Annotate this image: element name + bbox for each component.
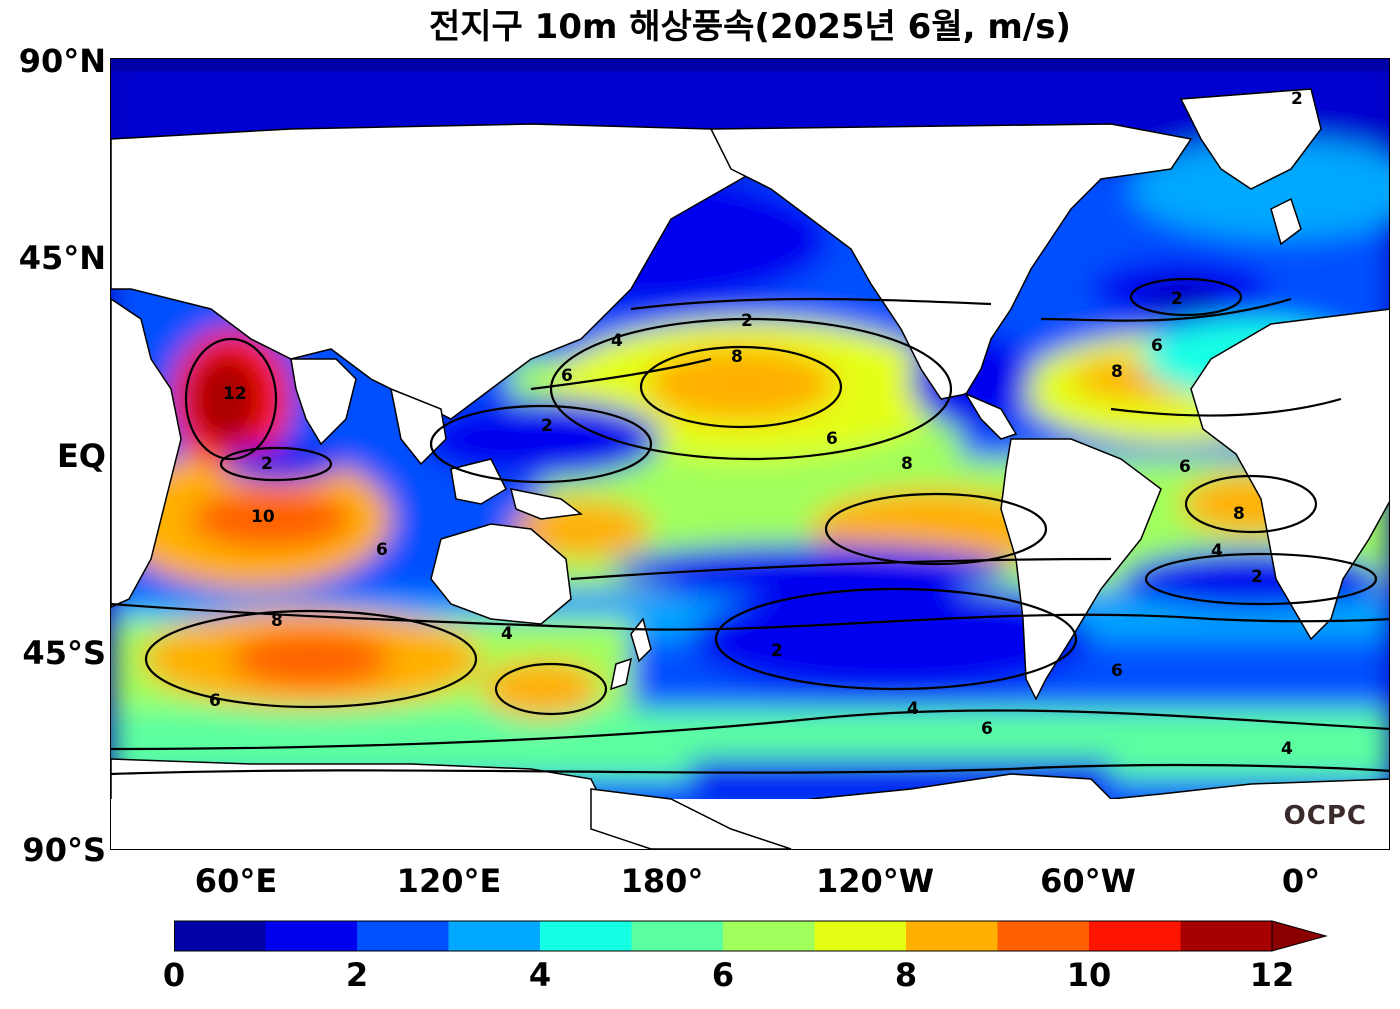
colorbar-border (174, 920, 1273, 952)
contour-label-10: 10 (251, 507, 275, 527)
colorbar-tick-4: 4 (528, 956, 552, 994)
map-canvas: 8 6 2 4 8 6 8 6 2 4 8 6 2 2 2 10 12 6 8 … (111, 59, 1389, 849)
contour-value-labels: 8 6 2 4 8 6 8 6 2 4 8 6 2 2 2 10 12 6 8 … (209, 89, 1303, 759)
colorbar-swatch (906, 921, 998, 951)
colorbar-tick-6: 6 (711, 956, 735, 994)
colorbar-swatch (1180, 921, 1273, 951)
contour-label-8: 8 (731, 347, 743, 367)
contour-label-2: 2 (1171, 289, 1183, 309)
lat-label-eq: EQ (56, 437, 106, 475)
contour-label-8: 8 (1111, 362, 1123, 382)
colorbar-swatch (540, 921, 632, 951)
colorbar-tick-2: 2 (345, 956, 369, 994)
colorbar-swatch (448, 921, 541, 951)
lon-label-180: 180° (620, 862, 704, 900)
contour-label-2: 2 (1251, 567, 1263, 587)
colorbar-swatch (814, 921, 907, 951)
lon-label-0: 0° (1281, 862, 1321, 900)
colorbar-swatch (357, 921, 449, 951)
contour-label-8: 8 (271, 611, 283, 631)
contour-label-6: 6 (561, 366, 573, 386)
contour-label-6: 6 (1151, 336, 1163, 356)
contour-label-4: 4 (907, 699, 919, 719)
colorbar-swatch (265, 921, 358, 951)
contour-label-8: 8 (901, 454, 913, 474)
colorbar-extend-arrow (1271, 920, 1328, 952)
land-masses (111, 88, 1389, 849)
colorbar-swatch (174, 921, 266, 951)
contour-label-8: 8 (1233, 504, 1245, 524)
lat-label-45s: 45°S (22, 634, 106, 672)
colorbar-swatches (174, 920, 1328, 952)
contour-label-4: 4 (1281, 739, 1293, 759)
lat-label-45n: 45°N (18, 239, 106, 277)
contour-label-6: 6 (1111, 661, 1123, 681)
lon-label-60w: 60°W (1040, 862, 1136, 900)
contour-label-2: 2 (1291, 89, 1303, 109)
contour-label-12: 12 (223, 384, 247, 404)
colorbar (174, 920, 1328, 952)
lon-label-120w: 120°W (815, 862, 935, 900)
colorbar-swatch (631, 921, 724, 951)
ocpc-watermark: OCPC (1283, 801, 1367, 831)
contour-label-4: 4 (1211, 541, 1223, 561)
colorbar-swatch (1089, 921, 1181, 951)
contour-label-6: 6 (981, 719, 993, 739)
contour-lines (111, 277, 1389, 776)
contour-label-6: 6 (376, 540, 388, 560)
contour-label-6: 6 (826, 429, 838, 449)
contour-label-4: 4 (501, 624, 513, 644)
contour-label-2: 2 (261, 454, 273, 474)
colorbar-tick-8: 8 (894, 956, 918, 994)
wind-speed-map: 8 6 2 4 8 6 8 6 2 4 8 6 2 2 2 10 12 6 8 … (110, 58, 1390, 850)
colorbar-tick-10: 10 (1066, 956, 1112, 994)
colorbar-tick-12: 12 (1249, 956, 1295, 994)
lat-label-90s: 90°S (22, 831, 106, 869)
lat-label-90n: 90°N (18, 42, 106, 80)
contour-label-2: 2 (541, 416, 553, 436)
contour-label-6: 6 (1179, 457, 1191, 477)
map-title: 전지구 10m 해상풍속(2025년 6월, m/s) (429, 7, 1071, 47)
contour-label-4: 4 (611, 331, 623, 351)
colorbar-swatch (997, 921, 1090, 951)
colorbar-swatch (723, 921, 815, 951)
colorbar-tick-0: 0 (162, 956, 186, 994)
contour-label-6: 6 (209, 691, 221, 711)
contour-label-2: 2 (771, 641, 783, 661)
contour-label-2: 2 (741, 311, 753, 331)
lon-label-120e: 120°E (396, 862, 502, 900)
lon-label-60e: 60°E (194, 862, 278, 900)
